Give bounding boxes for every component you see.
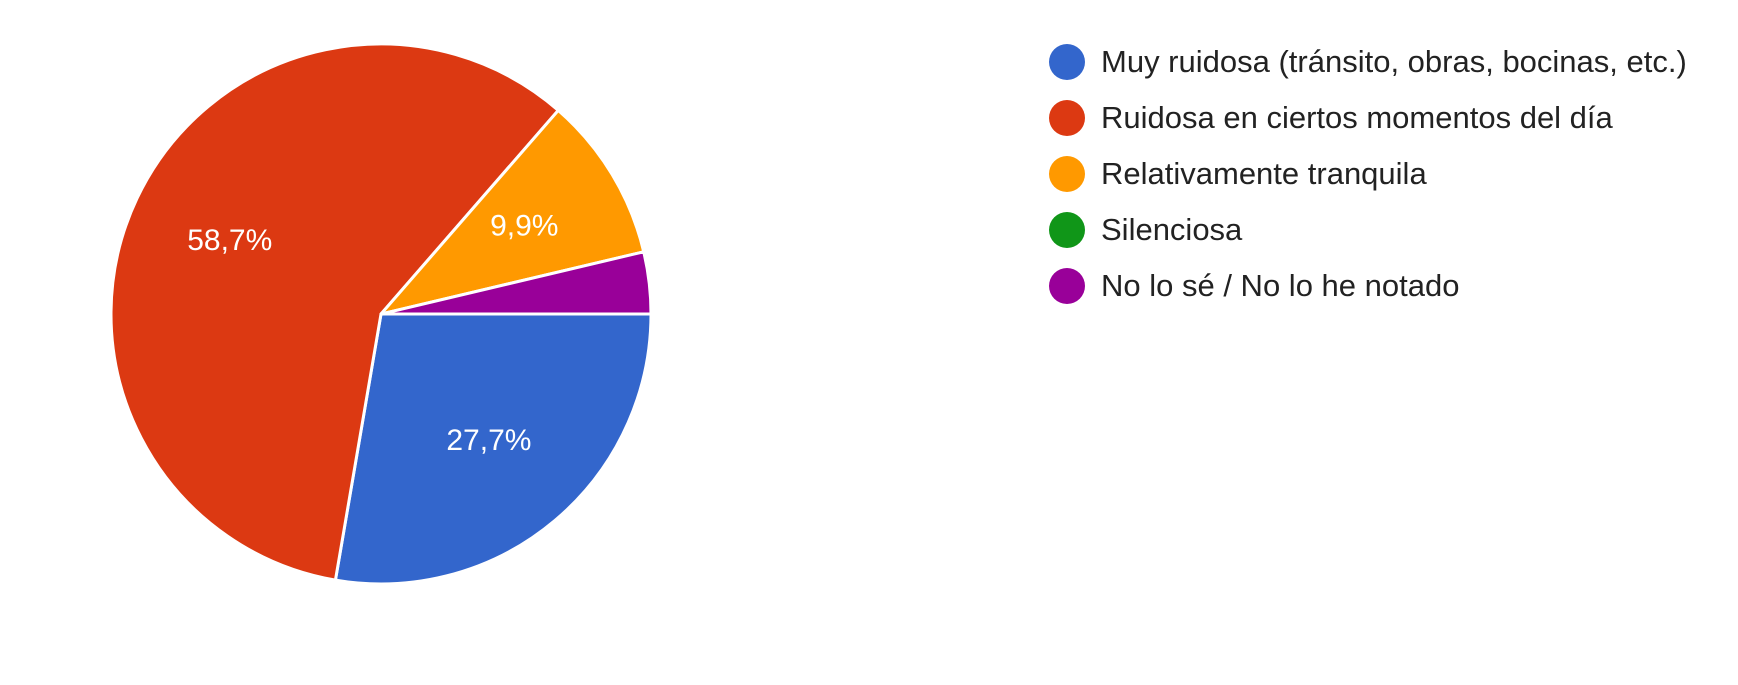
legend-item-0[interactable]: Muy ruidosa (tránsito, obras, bocinas, e… bbox=[1045, 38, 1735, 86]
legend-item-1[interactable]: Ruidosa en ciertos momentos del día bbox=[1045, 94, 1735, 142]
legend-label-4: No lo sé / No lo he notado bbox=[1101, 268, 1460, 303]
legend-item-2[interactable]: Relativamente tranquila bbox=[1045, 150, 1735, 198]
pie-slice-label-1: 58,7% bbox=[187, 224, 272, 257]
chart-legend: Muy ruidosa (tránsito, obras, bocinas, e… bbox=[1045, 38, 1735, 318]
pie-slices bbox=[109, 42, 653, 586]
pie-slice-4[interactable] bbox=[379, 250, 653, 316]
pie-slice-label-0: 27,7% bbox=[446, 424, 531, 457]
legend-swatch-0 bbox=[1049, 44, 1085, 80]
legend-label-1: Ruidosa en ciertos momentos del día bbox=[1101, 100, 1613, 135]
pie-slice-labels: 27,7% 58,7% 9,9% bbox=[187, 209, 558, 457]
pie-plot: 27,7% 58,7% 9,9% bbox=[109, 42, 653, 586]
pie-slice-label-2: 9,9% bbox=[490, 209, 558, 242]
legend-label-3: Silenciosa bbox=[1101, 212, 1243, 247]
legend-swatch-4 bbox=[1049, 268, 1085, 304]
legend-label-2: Relativamente tranquila bbox=[1101, 156, 1427, 191]
legend-item-4[interactable]: No lo sé / No lo he notado bbox=[1045, 262, 1735, 310]
legend-swatch-1 bbox=[1049, 100, 1085, 136]
legend-swatch-3 bbox=[1049, 212, 1085, 248]
legend-swatch-2 bbox=[1049, 156, 1085, 192]
pie-slice-0[interactable] bbox=[333, 312, 653, 586]
legend-label-0: Muy ruidosa (tránsito, obras, bocinas, e… bbox=[1101, 44, 1687, 79]
legend-item-3[interactable]: Silenciosa bbox=[1045, 206, 1735, 254]
pie-slice-2[interactable] bbox=[379, 108, 646, 316]
pie-slice-1[interactable] bbox=[109, 42, 560, 582]
